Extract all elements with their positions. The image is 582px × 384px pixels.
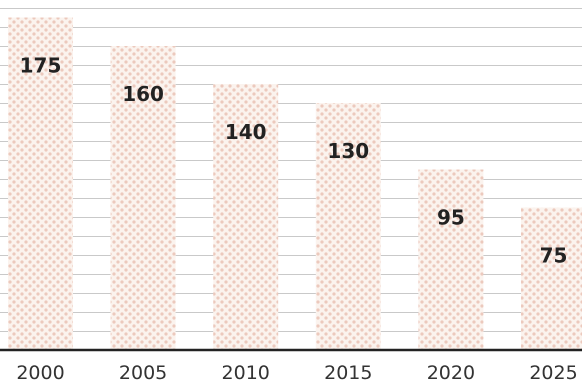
bar-2020 xyxy=(418,169,484,350)
data-label: 75 xyxy=(540,244,568,268)
bars xyxy=(8,17,582,350)
x-tick-label: 2025 xyxy=(529,362,577,384)
bar-2005 xyxy=(110,46,176,350)
gridlines xyxy=(0,8,582,332)
data-labels: 175 160 140 130 95 75 xyxy=(20,54,568,268)
bar-2025 xyxy=(521,207,582,350)
x-tick-label: 2005 xyxy=(119,362,167,384)
bar-2015 xyxy=(315,103,381,350)
bar-2000 xyxy=(8,17,73,350)
data-label: 175 xyxy=(20,54,62,78)
data-label: 140 xyxy=(225,120,267,144)
x-tick-label: 2000 xyxy=(16,362,64,384)
x-tick-label: 2010 xyxy=(222,362,270,384)
data-label: 130 xyxy=(327,139,369,163)
x-axis-tick-labels: 2000 2005 2010 2015 2020 2025 xyxy=(16,362,577,384)
data-label: 95 xyxy=(437,206,465,230)
x-tick-label: 2020 xyxy=(427,362,475,384)
data-label: 160 xyxy=(122,82,164,106)
x-tick-label: 2015 xyxy=(324,362,372,384)
bar-2010 xyxy=(213,84,279,350)
